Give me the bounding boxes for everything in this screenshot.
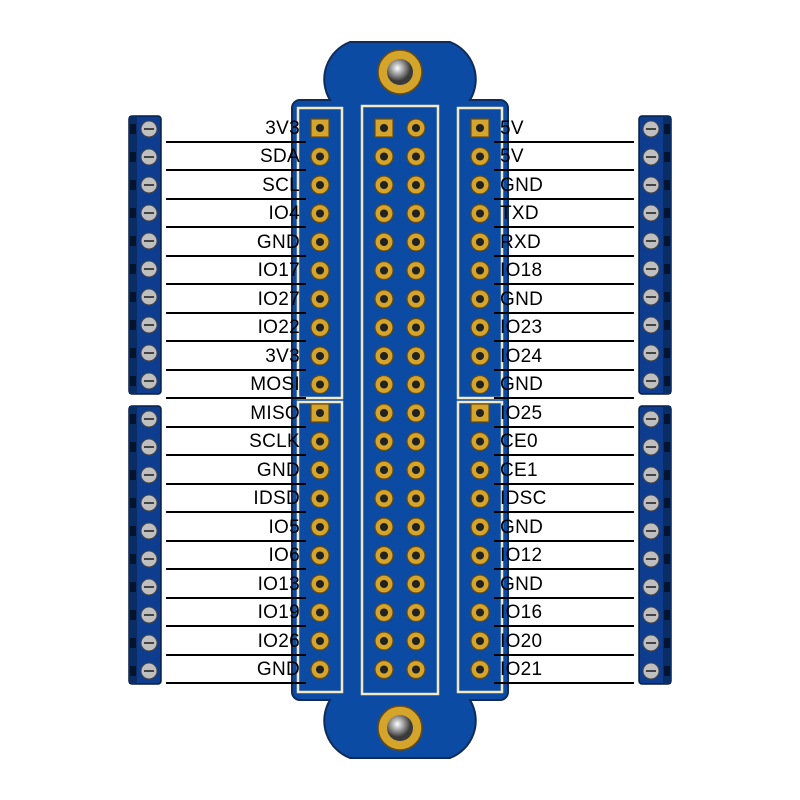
right-pin-label: IDSC xyxy=(494,485,634,514)
right-pin-label: IO25 xyxy=(494,399,634,428)
left-pin-label: IO13 xyxy=(166,570,306,599)
right-pin-label: GND xyxy=(494,513,634,542)
terminal-block-left-top xyxy=(128,115,162,395)
right-pin-label: IO24 xyxy=(494,342,634,371)
right-pin-label: IO18 xyxy=(494,257,634,286)
right-pin-label: CE1 xyxy=(494,456,634,485)
left-pin-label: MOSI xyxy=(166,371,306,400)
left-pin-label: 3V3 xyxy=(166,114,306,143)
left-pin-label: IO19 xyxy=(166,599,306,628)
left-pin-label: GND xyxy=(166,228,306,257)
left-pin-label: SDA xyxy=(166,143,306,172)
right-pin-label: IO23 xyxy=(494,314,634,343)
terminal-block-right-top xyxy=(638,115,672,395)
right-pin-label: GND xyxy=(494,285,634,314)
right-pin-label: 5V xyxy=(494,143,634,172)
left-pin-label: 3V3 xyxy=(166,342,306,371)
gpio-pinout-diagram: 3V3SDASCLIO4GNDIO17IO27IO223V3MOSIMISOSC… xyxy=(120,40,680,760)
right-pin-label: CE0 xyxy=(494,428,634,457)
right-pin-labels: 5V5VGNDTXDRXDIO18GNDIO23IO24GNDIO25CE0CE… xyxy=(494,114,634,684)
right-pin-label: 5V xyxy=(494,114,634,143)
right-pin-label: IO21 xyxy=(494,656,634,685)
left-pin-label: IO17 xyxy=(166,257,306,286)
right-pin-label: IO12 xyxy=(494,542,634,571)
right-pin-label: RXD xyxy=(494,228,634,257)
right-pin-label: IO16 xyxy=(494,599,634,628)
left-pin-label: IO4 xyxy=(166,200,306,229)
terminal-block-right-bottom xyxy=(638,405,672,685)
right-pin-label: IO20 xyxy=(494,627,634,656)
left-pin-label: IDSD xyxy=(166,485,306,514)
left-pin-label: IO6 xyxy=(166,542,306,571)
left-pin-labels: 3V3SDASCLIO4GNDIO17IO27IO223V3MOSIMISOSC… xyxy=(166,114,306,684)
left-pin-label: SCL xyxy=(166,171,306,200)
right-pin-label: GND xyxy=(494,171,634,200)
left-pin-label: IO22 xyxy=(166,314,306,343)
left-pin-label: SCLK xyxy=(166,428,306,457)
left-pin-label: MISO xyxy=(166,399,306,428)
right-pin-label: TXD xyxy=(494,200,634,229)
left-pin-label: IO26 xyxy=(166,627,306,656)
left-pin-label: IO5 xyxy=(166,513,306,542)
right-pin-label: GND xyxy=(494,371,634,400)
left-pin-label: GND xyxy=(166,656,306,685)
right-pin-label: GND xyxy=(494,570,634,599)
pcb-board xyxy=(290,40,510,760)
left-pin-label: GND xyxy=(166,456,306,485)
terminal-block-left-bottom xyxy=(128,405,162,685)
left-pin-label: IO27 xyxy=(166,285,306,314)
